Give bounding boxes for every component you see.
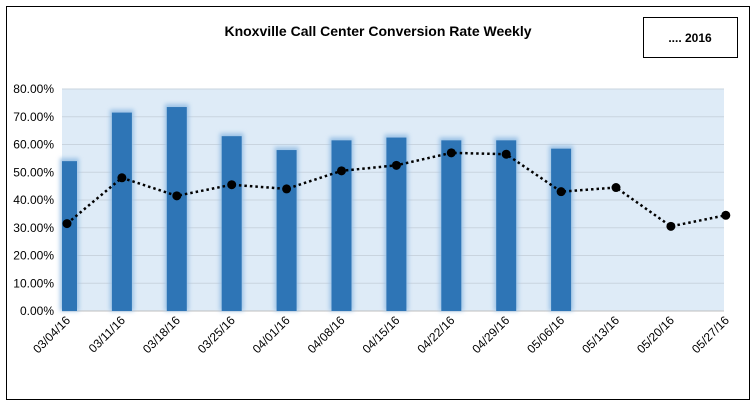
line-point	[337, 166, 346, 176]
y-tick-label: 10.00%	[13, 276, 54, 290]
bar	[386, 137, 407, 311]
bar	[551, 148, 572, 311]
y-axis-ticks: 0.00% 10.00% 20.00% 30.00% 40.00% 50.00% 60.00…	[13, 82, 54, 318]
line-point	[666, 221, 676, 231]
bar	[496, 140, 517, 311]
line-point	[611, 183, 621, 193]
line-series-2016	[62, 148, 731, 231]
y-tick-label: 80.00%	[13, 82, 54, 96]
bar	[276, 150, 297, 311]
line-point	[721, 210, 731, 220]
line-point	[117, 173, 127, 183]
bar-series	[60, 104, 574, 312]
y-tick-label: 70.00%	[13, 110, 54, 124]
chart-title: Knoxville Call Center Conversion Rate We…	[224, 23, 531, 39]
bar	[441, 140, 462, 311]
bar	[62, 161, 77, 311]
y-tick-label: 60.00%	[13, 138, 54, 152]
bar	[221, 136, 242, 311]
bar	[331, 140, 352, 311]
y-tick-label: 20.00%	[13, 249, 54, 263]
line-point	[391, 160, 401, 170]
bar	[166, 107, 187, 311]
line-point	[172, 191, 182, 201]
legend-box	[643, 17, 738, 58]
y-tick-label: 40.00%	[13, 193, 54, 207]
line-point	[501, 149, 511, 159]
y-tick-label: 30.00%	[13, 221, 54, 235]
line-point	[282, 184, 292, 194]
line-point	[556, 187, 566, 197]
line-point	[446, 148, 456, 158]
line-point	[227, 180, 237, 190]
y-tick-label: 50.00%	[13, 165, 54, 179]
legend: .... 2016	[643, 17, 738, 58]
y-tick-label: 0.00%	[20, 304, 54, 318]
bar	[111, 112, 132, 312]
legend-label: .... 2016	[668, 31, 712, 45]
line-point	[62, 219, 72, 229]
